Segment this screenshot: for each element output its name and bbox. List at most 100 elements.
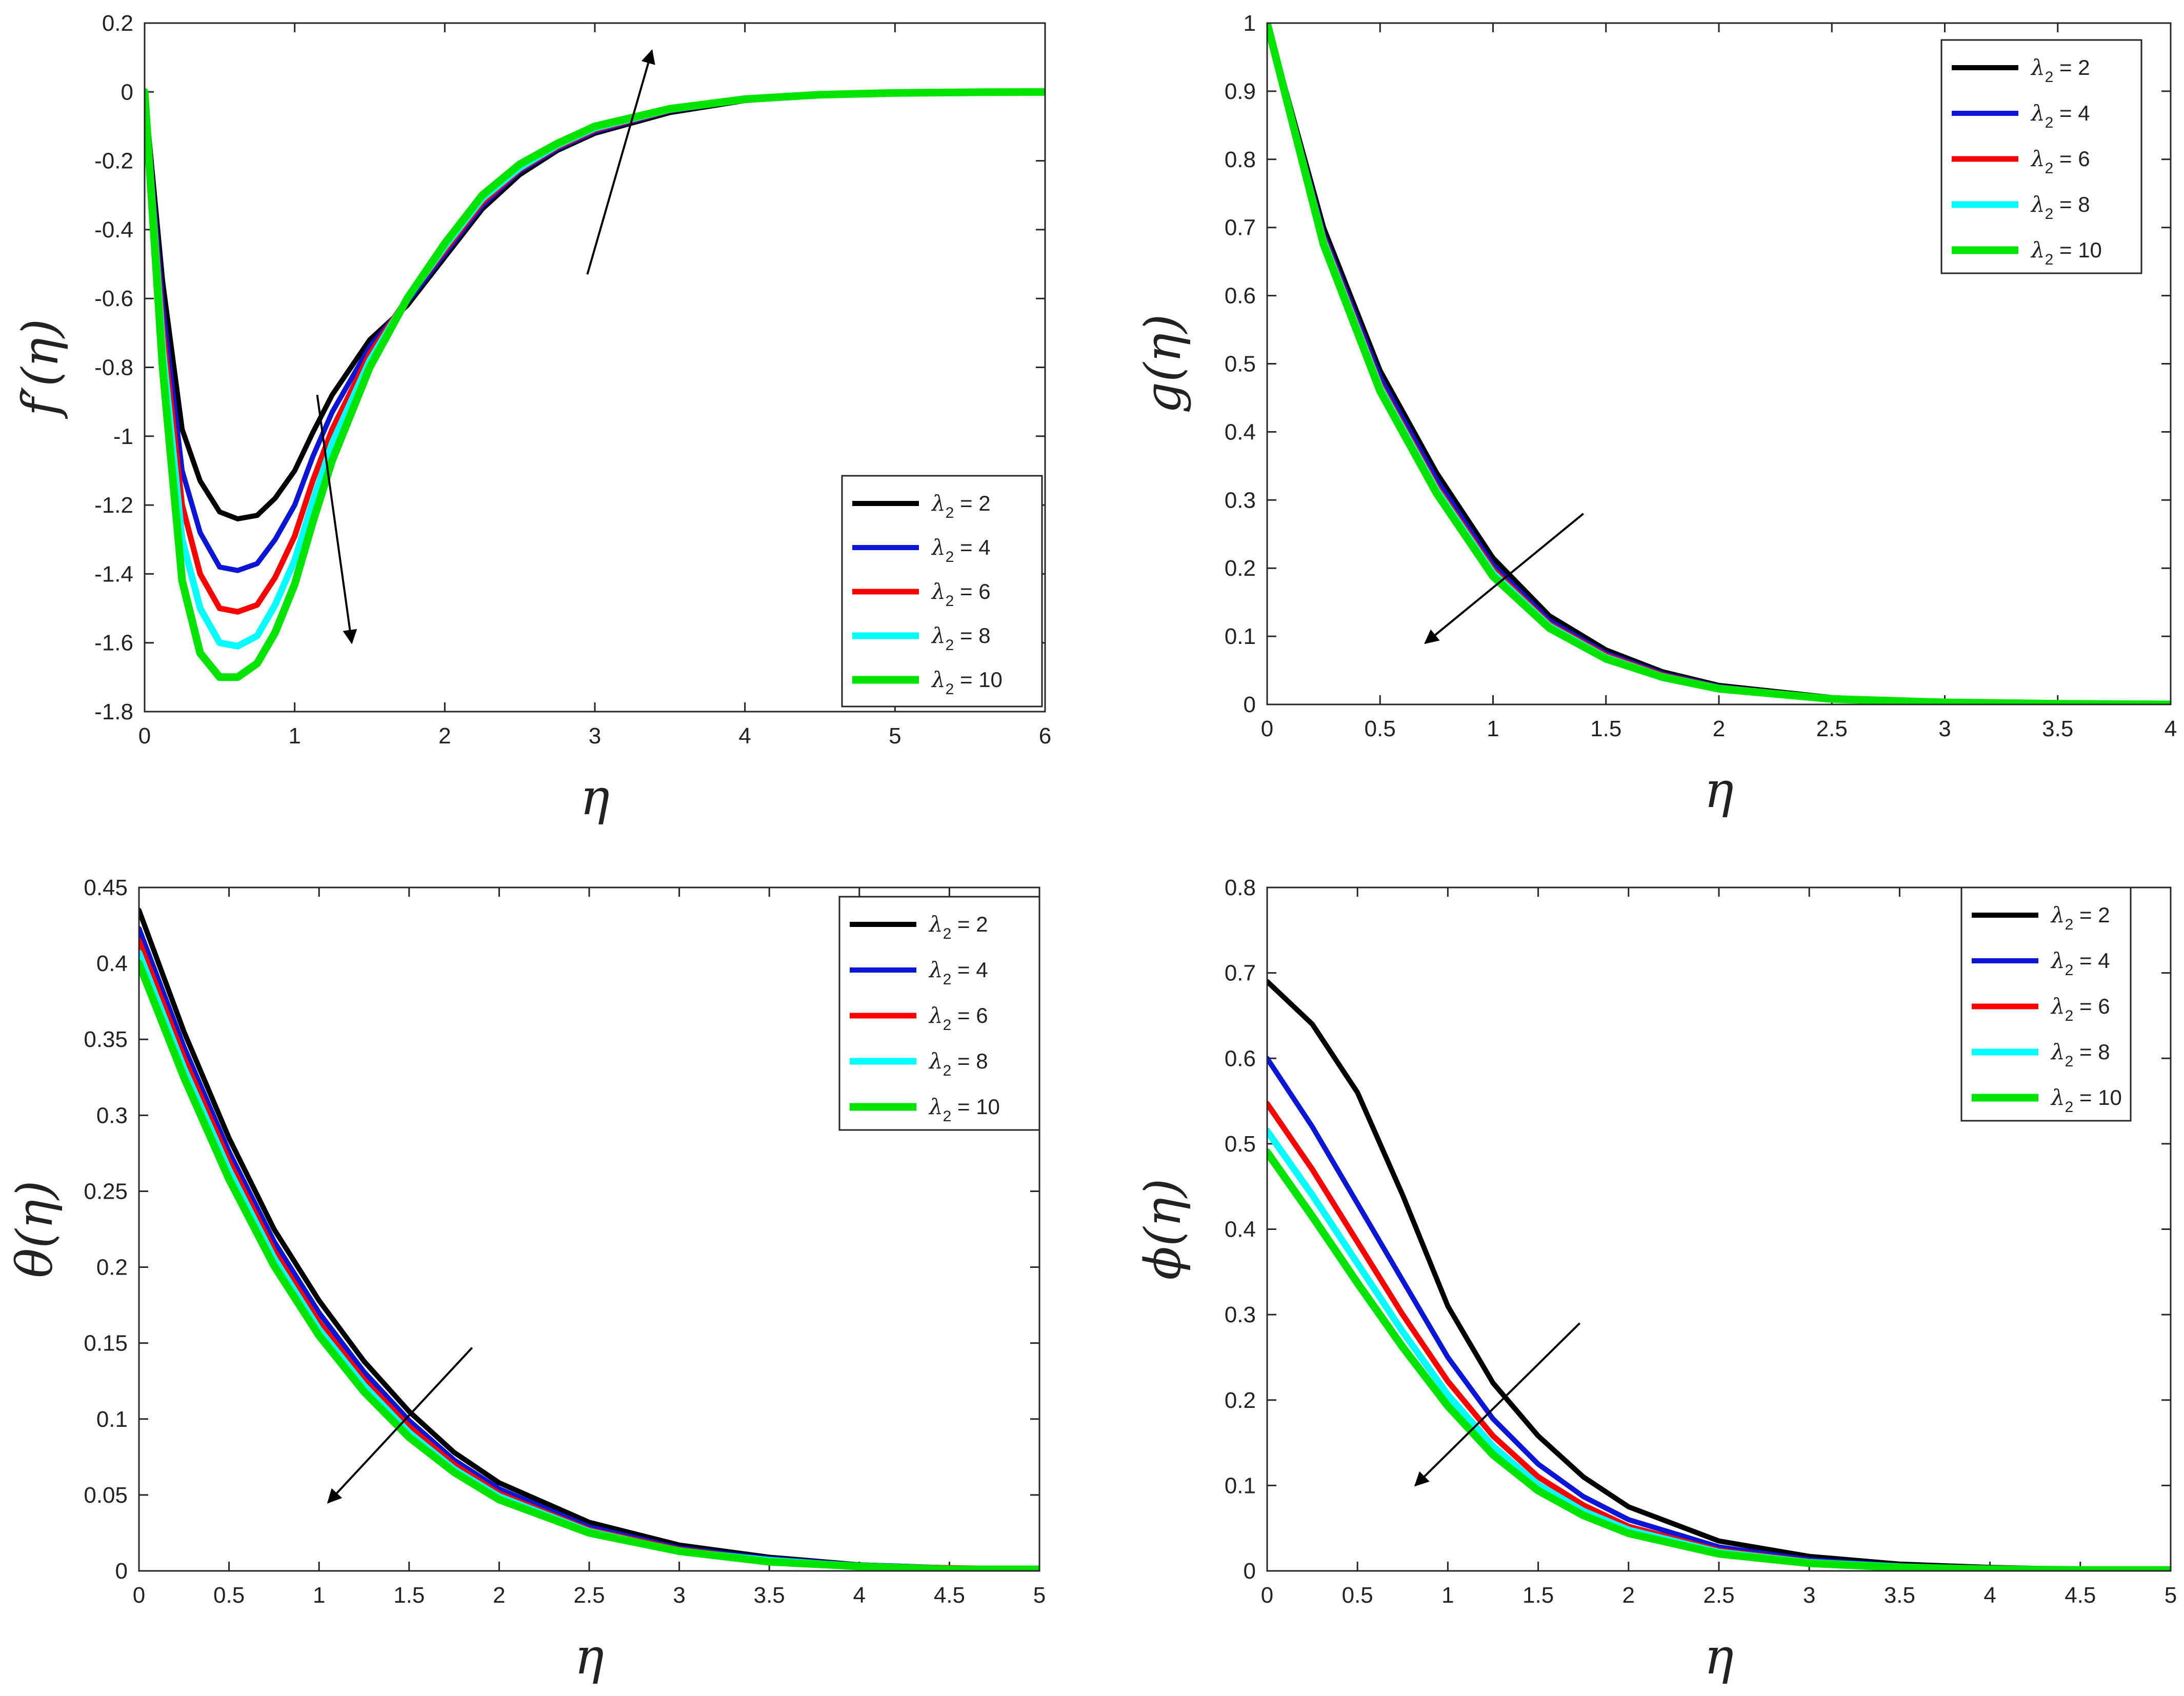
legend-label-10: λ2 = 10 xyxy=(2030,237,2102,268)
x-tick-label: 3 xyxy=(589,723,601,749)
legend-label-2: λ2 = 2 xyxy=(2030,55,2090,86)
x-tick-label: 2 xyxy=(438,723,451,749)
x-tick-label: 1.5 xyxy=(1590,716,1621,741)
y-tick-label: -0.2 xyxy=(94,149,133,174)
x-tick-label: 1 xyxy=(288,723,300,749)
chart-f-prime: 0 1 2 3 4 5 6 -1.8 -1.6 -1.4 -1.2 -1 -0.8 -0.6 -0.4 -0.… xyxy=(12,11,1051,826)
y-tick-label: -1.6 xyxy=(94,631,133,656)
x-tick-label: 1 xyxy=(1441,1583,1454,1608)
x-axis-label: η xyxy=(574,1628,604,1685)
x-tick-label: 5 xyxy=(1033,1583,1046,1608)
legend-label-8: λ2 = 8 xyxy=(928,1048,988,1079)
y-tick-label: 0.4 xyxy=(96,951,128,976)
y-tick-label: 0.45 xyxy=(84,875,128,900)
chart-g: 0 0.5 1 1.5 2 2.5 3 3.5 4 0 0.1 0.2 0.3 0.4 0.5 0.6 0.7 0… xyxy=(1134,11,2177,819)
x-axis-label: η xyxy=(1704,1628,1734,1685)
y-tick-label: 0 xyxy=(121,79,133,105)
x-tick-label: 0.5 xyxy=(213,1583,245,1608)
y-tick-label: 0.9 xyxy=(1225,79,1256,104)
y-tick-label: 0.5 xyxy=(1225,352,1256,377)
legend: λ2 = 2 λ2 = 4 λ2 = 6 λ2 = 8 λ2 = 10 xyxy=(838,896,1040,1131)
series-group xyxy=(1267,23,2171,704)
y-tick-label: 0.15 xyxy=(84,1331,128,1356)
x-tick-label: 2 xyxy=(1622,1583,1635,1608)
y-tick-label: 0 xyxy=(1244,1559,1256,1584)
y-tick-label: 0.8 xyxy=(1225,147,1256,172)
chart-theta: 0 0.5 1 1.5 2 2.5 3 3.5 4 4.5 5 0 0.05 0.1 0.15 0.2 0.25… xyxy=(6,875,1046,1685)
y-tick-label: 0.7 xyxy=(1225,215,1256,240)
x-axis-label: η xyxy=(580,769,610,826)
x-tick-label: 4.5 xyxy=(2065,1583,2096,1608)
y-tick-label: -1 xyxy=(113,424,133,449)
trend-arrow xyxy=(1414,1322,1581,1487)
y-tick-label: 0.25 xyxy=(84,1179,128,1204)
legend-label-4: λ2 = 4 xyxy=(931,535,991,566)
x-tick-label: 4 xyxy=(738,723,751,749)
y-axis-label: θ(η) xyxy=(6,1180,64,1278)
x-tick-label: 0.5 xyxy=(1365,716,1396,741)
y-tick-label: 1 xyxy=(1244,11,1256,36)
legend-label-4: λ2 = 4 xyxy=(2030,100,2090,131)
legend-label-10: λ2 = 10 xyxy=(931,667,1003,698)
x-tick-label: 3.5 xyxy=(754,1583,785,1608)
y-tick-label: 0.7 xyxy=(1225,961,1256,986)
x-axis-label: η xyxy=(1704,761,1734,819)
y-tick-label: 0.1 xyxy=(1225,624,1256,649)
x-tick-label: 0 xyxy=(1261,716,1273,741)
y-tick-label: 0.05 xyxy=(84,1483,128,1508)
legend-label-8: λ2 = 8 xyxy=(2050,1039,2110,1070)
series-group xyxy=(139,907,1039,1571)
y-tick-label: 0.2 xyxy=(96,1255,128,1280)
y-tick-label: -0.8 xyxy=(94,355,133,380)
x-tick-label: 0 xyxy=(138,723,151,749)
y-tick-label: -1.8 xyxy=(94,699,133,724)
legend-box xyxy=(1940,39,2142,274)
x-tick-label: 0 xyxy=(1261,1583,1273,1608)
x-tick-label: 0 xyxy=(133,1583,145,1608)
y-tick-label: -1.2 xyxy=(94,493,133,518)
y-tick-label: 0.3 xyxy=(1225,488,1256,513)
x-tick-label: 1.5 xyxy=(393,1583,425,1608)
y-tick-label: 0.4 xyxy=(1225,419,1256,445)
y-tick-label: 0.1 xyxy=(96,1407,128,1432)
trend-arrow xyxy=(327,1347,473,1504)
legend-label-6: λ2 = 6 xyxy=(931,579,991,610)
legend-label-6: λ2 = 6 xyxy=(2030,146,2090,177)
y-axis-label: ϕ(η) xyxy=(1134,1179,1192,1280)
legend: λ2 = 2 λ2 = 4 λ2 = 6 λ2 = 8 λ2 = 10 xyxy=(1960,886,2132,1122)
y-tick-label: -1.4 xyxy=(94,561,133,587)
series-line-10 xyxy=(145,88,1045,681)
trend-arrow xyxy=(1424,513,1584,644)
x-tick-label: 3.5 xyxy=(1884,1583,1915,1608)
x-tick-label: 4 xyxy=(2165,716,2177,741)
legend-label-2: λ2 = 2 xyxy=(928,912,988,942)
legend: λ2 = 2 λ2 = 4 λ2 = 6 λ2 = 8 λ2 = 10 xyxy=(1940,39,2142,274)
legend-label-10: λ2 = 10 xyxy=(2050,1085,2122,1116)
y-axis-label: f′(η) xyxy=(12,319,69,419)
y-tick-label: 0 xyxy=(1244,692,1256,717)
legend-label-4: λ2 = 4 xyxy=(2050,948,2110,979)
trend-arrow xyxy=(586,49,655,275)
series-group xyxy=(1267,979,2171,1571)
y-tick-label: 0.35 xyxy=(84,1027,128,1052)
trend-arrow xyxy=(316,394,357,644)
x-tick-label: 4 xyxy=(1983,1583,1996,1608)
y-tick-label: 0.8 xyxy=(1225,875,1256,900)
series-group xyxy=(145,88,1045,681)
legend-label-8: λ2 = 8 xyxy=(931,623,991,654)
legend-label-8: λ2 = 8 xyxy=(2030,192,2090,223)
y-tick-label: -0.6 xyxy=(94,286,133,311)
y-tick-label: 0.6 xyxy=(1225,284,1256,309)
y-tick-label: 0.3 xyxy=(96,1103,128,1128)
x-tick-label: 0.5 xyxy=(1342,1583,1373,1608)
y-tick-label: 0 xyxy=(115,1559,128,1584)
x-tick-label: 1 xyxy=(313,1583,325,1608)
x-tick-label: 5 xyxy=(2165,1583,2177,1608)
y-tick-label: 0.3 xyxy=(1225,1302,1256,1327)
x-tick-label: 2.5 xyxy=(573,1583,605,1608)
x-tick-label: 2 xyxy=(493,1583,505,1608)
x-tick-label: 3 xyxy=(673,1583,685,1608)
series-line-10 xyxy=(139,959,1039,1571)
y-tick-label: 0.2 xyxy=(1225,1388,1256,1413)
